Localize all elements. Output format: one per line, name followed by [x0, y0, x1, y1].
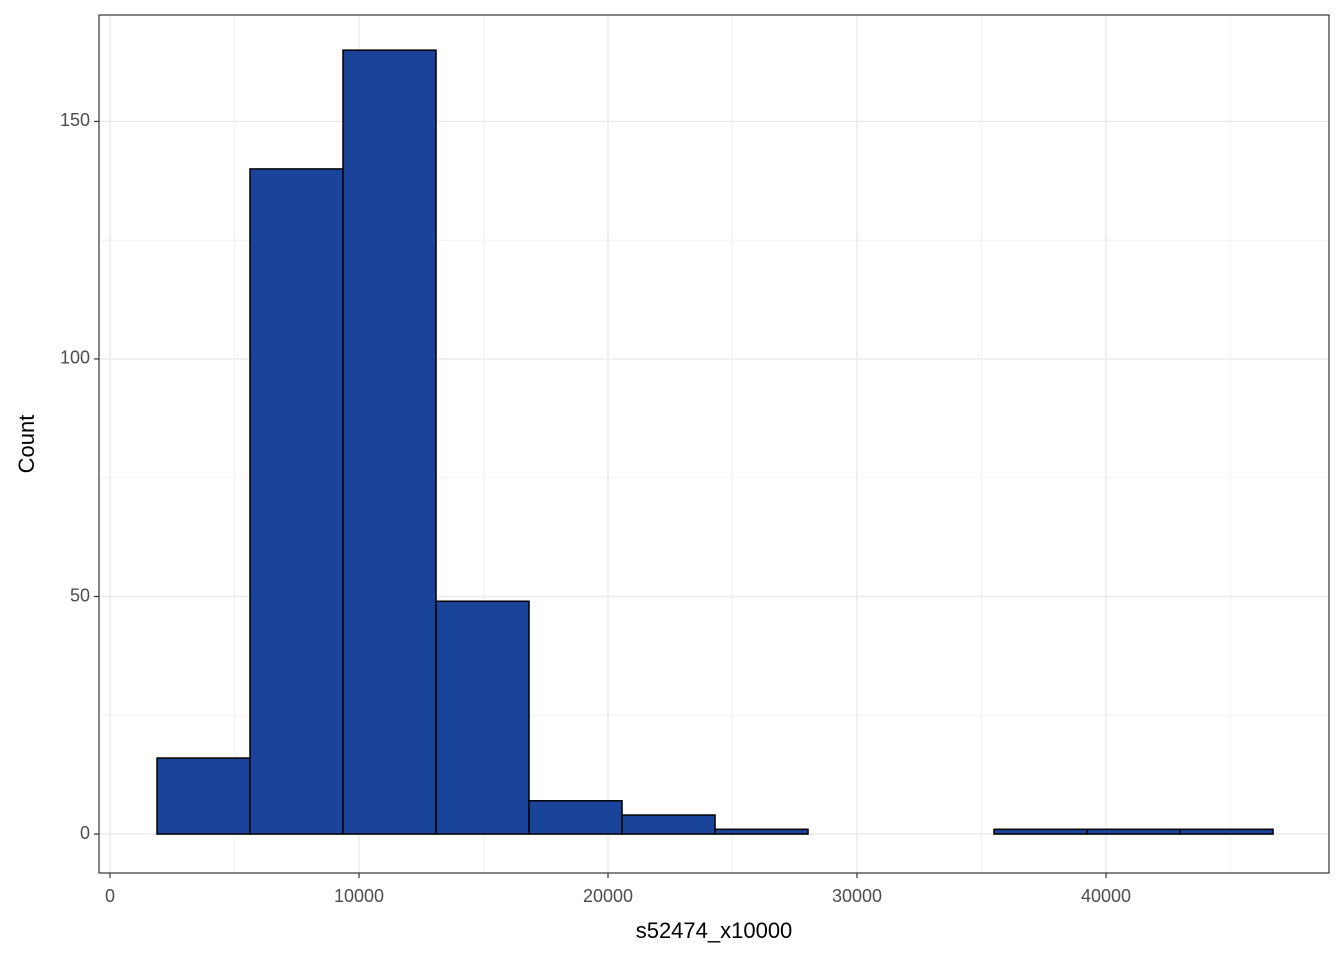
bar — [342, 49, 437, 835]
y-tick-label: 150 — [60, 110, 90, 130]
bar — [714, 828, 809, 835]
axes: 0 10000 20000 30000 40000 0 50 100 150 — [60, 110, 1131, 906]
bar — [1086, 828, 1181, 835]
bar — [528, 800, 623, 835]
y-tick-label: 50 — [70, 585, 90, 605]
panel-border — [98, 14, 1330, 874]
bar — [156, 757, 251, 835]
bar — [435, 600, 530, 835]
bar — [249, 168, 344, 835]
bar — [1179, 828, 1274, 835]
x-tick-label: 20000 — [583, 886, 633, 906]
y-tick-label: 0 — [80, 823, 90, 843]
bars — [156, 49, 1274, 835]
y-axis-title: Count — [14, 415, 39, 474]
y-tick-label: 100 — [60, 348, 90, 368]
x-tick-label: 30000 — [832, 886, 882, 906]
x-tick-label: 40000 — [1081, 886, 1131, 906]
bar — [993, 828, 1088, 835]
x-axis-title: s52474_x10000 — [636, 918, 793, 943]
bar — [621, 814, 716, 835]
x-tick-label: 10000 — [334, 886, 384, 906]
x-tick-label: 0 — [105, 886, 115, 906]
